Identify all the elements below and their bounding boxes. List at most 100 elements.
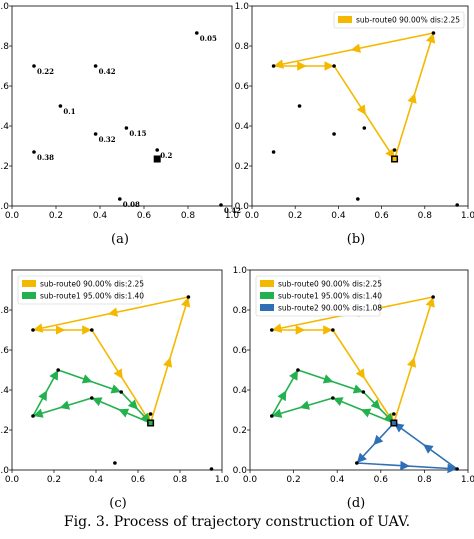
customer-point (331, 396, 335, 400)
legend-entry: sub-route0 90.00% dis:2.25 (278, 280, 382, 289)
y-tick-label: 0.2 (0, 162, 9, 172)
subplot-2: 0.0 0.2 0.4 0.6 0.8 1.0 0.0 0.2 0.4 0.6 0.8 1.0 sub-… (235, 2, 474, 247)
customer-point (361, 390, 366, 394)
legend-entry: sub-route0 90.00% dis:2.25 (356, 16, 460, 25)
customer-point (58, 104, 63, 108)
route-midarrow (356, 104, 367, 115)
x-tick-label: 0.8 (417, 475, 432, 485)
point-value-label: 0.05 (200, 34, 217, 43)
x-tick-label: 0.6 (131, 475, 146, 485)
customer-point (392, 148, 397, 152)
subfigure-label: (c) (109, 496, 126, 511)
customer-point (455, 203, 460, 207)
customer-point (90, 396, 94, 400)
y-tick-label: 1.0 (235, 2, 250, 12)
depot-marker (153, 155, 161, 163)
route-sub-route1 (32, 369, 152, 424)
x-tick-label: 1.0 (215, 475, 230, 485)
customer-point (56, 368, 60, 372)
route-endarrow (289, 370, 299, 381)
x-tick-label: 1.0 (225, 211, 240, 221)
point-value-label: 0.22 (37, 67, 54, 76)
route-endarrow (181, 297, 191, 308)
legend-swatch (260, 280, 274, 287)
x-tick-label: 0.6 (374, 475, 389, 485)
customer-point (31, 414, 35, 418)
route-endarrow (332, 397, 344, 407)
customer-point (431, 295, 435, 299)
y-tick-label: 0.4 (0, 122, 9, 132)
route-midarrow (406, 357, 417, 368)
route-sub-route0 (32, 296, 191, 424)
legend-box (17, 275, 143, 305)
x-tick-label: 0.4 (330, 475, 345, 485)
y-tick-label: 1.0 (0, 2, 9, 12)
route-midarrow (322, 374, 334, 384)
depot-inner (148, 421, 153, 425)
customer-point (118, 197, 122, 201)
route-endarrow (271, 408, 283, 418)
subfigure-label: (b) (347, 232, 365, 247)
customer-point (271, 150, 276, 154)
subplot-4: 0.0 0.2 0.4 0.6 0.8 1.0 0.0 0.2 0.4 0.6 0.8 1.0 sub-… (233, 266, 474, 511)
y-tick-label: 0.2 (233, 426, 247, 436)
route-endarrow (352, 384, 364, 394)
customer-point (392, 412, 396, 416)
customer-point (113, 461, 117, 465)
legend-box (333, 11, 465, 29)
route-endarrow (356, 452, 367, 463)
customer-point (355, 461, 359, 465)
x-tick-label: 0.2 (49, 211, 63, 221)
route-midarrow (127, 399, 138, 410)
x-tick-label: 0.6 (137, 211, 152, 221)
legend-swatch (22, 292, 36, 299)
x-tick-label: 0.8 (181, 211, 196, 221)
customer-point (32, 64, 36, 68)
y-tick-label: 0.8 (0, 42, 9, 52)
route-midarrow (299, 400, 311, 410)
subfigure-label: (a) (111, 232, 129, 247)
route-midarrow (277, 390, 287, 402)
customer-point (93, 64, 98, 68)
route-endarrow (110, 384, 122, 394)
route-endarrow (426, 33, 436, 44)
x-tick-label: 0.0 (5, 211, 20, 221)
legend-entry: sub-route1 95.00% dis:1.40 (40, 292, 144, 301)
legend-swatch (260, 292, 274, 299)
customer-point (209, 467, 214, 471)
customer-point (148, 412, 153, 416)
y-tick-label: 0.4 (235, 122, 250, 132)
route-midarrow (360, 408, 372, 418)
legend-swatch (22, 280, 36, 287)
x-tick-label: 1.0 (461, 475, 474, 485)
customer-point (296, 368, 300, 372)
customer-point (356, 197, 360, 201)
plot-frame (11, 5, 233, 207)
y-tick-label: 0.0 (0, 466, 9, 476)
route-midarrow (59, 400, 71, 410)
customer-point (271, 64, 276, 68)
x-tick-label: 0.6 (374, 211, 389, 221)
route-midarrow (355, 368, 366, 379)
customer-point (332, 132, 336, 136)
y-tick-label: 0.8 (233, 306, 248, 316)
y-tick-label: 0.4 (0, 386, 9, 396)
x-tick-label: 0.2 (286, 475, 300, 485)
y-tick-label: 0.4 (233, 386, 248, 396)
point-value-label: 0.32 (99, 135, 116, 144)
y-tick-label: 0.6 (235, 82, 250, 92)
customer-point (90, 328, 94, 332)
y-tick-label: 0.6 (0, 82, 9, 92)
legend-entry: sub-route2 90.00% dis:1.08 (278, 304, 382, 313)
route-sub-route1 (271, 369, 395, 424)
x-tick-label: 0.2 (47, 475, 61, 485)
route-endarrow (425, 297, 435, 308)
legend: sub-route0 90.00% dis:2.25 sub-route1 95.… (255, 275, 382, 317)
y-tick-label: 0.6 (233, 346, 248, 356)
legend-entry: sub-route0 90.00% dis:2.25 (40, 280, 144, 289)
point-value-label: 0.15 (129, 129, 146, 138)
customer-point (270, 414, 274, 418)
x-tick-label: 0.2 (288, 211, 302, 221)
subplot-3: 0.0 0.2 0.4 0.6 0.8 1.0 0.0 0.2 0.4 0.6 0.8 sub-rou… (0, 269, 230, 511)
